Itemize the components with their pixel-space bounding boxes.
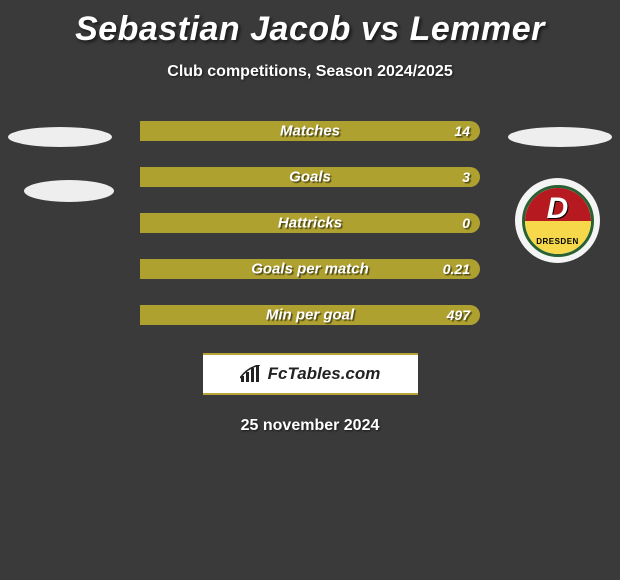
stat-row-matches: Matches 14 — [140, 121, 480, 141]
date-line: 25 november 2024 — [0, 417, 620, 435]
stat-row-goals-per-match: Goals per match 0.21 — [140, 259, 480, 279]
branding-text: FcTables.com — [268, 364, 381, 384]
stat-value-right: 0 — [462, 215, 470, 231]
stat-value-right: 3 — [462, 169, 470, 185]
stat-value-right: 0.21 — [443, 261, 470, 277]
stat-label: Hattricks — [278, 215, 342, 232]
stat-label: Goals per match — [251, 261, 369, 278]
page-subtitle: Club competitions, Season 2024/2025 — [0, 63, 620, 81]
stat-label: Min per goal — [266, 307, 354, 324]
stat-label: Matches — [280, 123, 340, 140]
stat-value-right: 14 — [454, 123, 470, 139]
stat-row-min-per-goal: Min per goal 497 — [140, 305, 480, 325]
stats-area: Matches 14 Goals 3 Hattricks 0 Goals per… — [0, 121, 620, 325]
stat-value-right: 497 — [447, 307, 470, 323]
stat-label: Goals — [289, 169, 331, 186]
stat-row-goals: Goals 3 — [140, 167, 480, 187]
page-title: Sebastian Jacob vs Lemmer — [0, 0, 620, 49]
bar-chart-icon — [240, 365, 262, 383]
stat-row-hattricks: Hattricks 0 — [140, 213, 480, 233]
branding-banner[interactable]: FcTables.com — [203, 353, 418, 395]
